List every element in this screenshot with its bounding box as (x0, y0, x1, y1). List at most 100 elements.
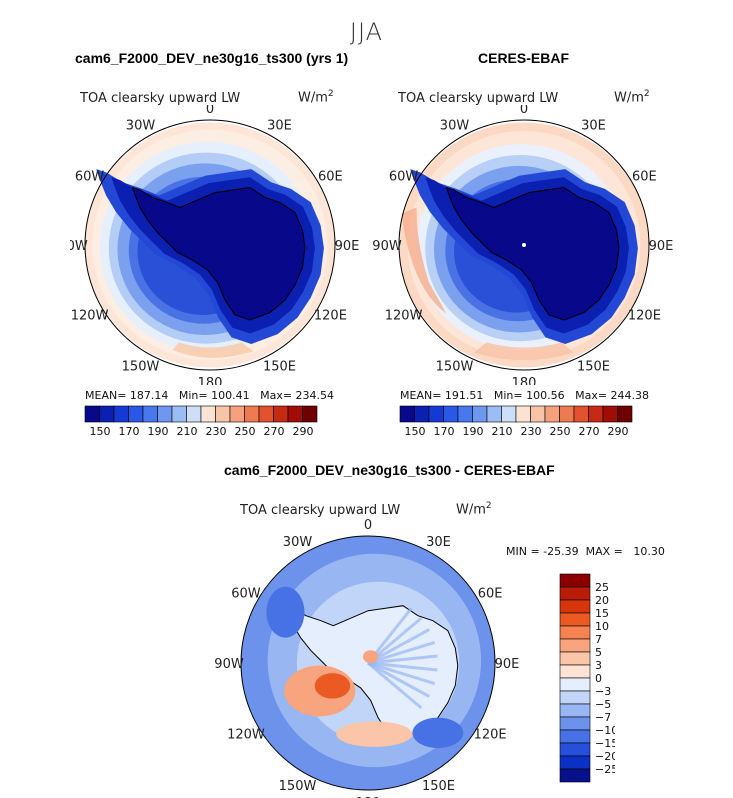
panel1-colorbar-box (84, 405, 100, 423)
panel3-colorbar-tick: 10 (595, 620, 609, 633)
map-fill (85, 122, 335, 368)
panel1-colorbar-box (229, 405, 245, 423)
panel3-colorbar-box (559, 742, 591, 757)
panel1-colorbar-box (244, 405, 260, 423)
panel2-colorbar-tick: 210 (492, 425, 513, 438)
panel3-colorbar-tick: −25 (595, 763, 615, 776)
panel2-colorbar-box (501, 405, 517, 423)
panel3-colorbar-box (559, 638, 591, 653)
panel3-colorbar-tick: 3 (595, 659, 602, 672)
panel2-title: CERES-EBAF (478, 50, 570, 66)
panel2-lon-label: 60W (389, 170, 419, 185)
panel2-colorbar-box (559, 405, 575, 423)
panel1-colorbar-tick: 270 (264, 425, 285, 438)
panel1-colorbar-box (128, 405, 144, 423)
panel3-lon-label: 60W (231, 587, 261, 602)
panel1-colorbar: 150 170 190 210 230 250 270 290 (84, 405, 318, 438)
panel2-stats: MEAN= 191.51 Min= 100.56 Max= 244.38 (400, 389, 650, 402)
panel1-colorbar-box (186, 405, 202, 423)
panel1-colorbar-tick: 210 (177, 425, 198, 438)
panel1-lon-label: 180 (198, 376, 223, 385)
panel2-lon-label: 30W (440, 119, 470, 134)
panel2-colorbar-box (472, 405, 488, 423)
panel1-colorbar-tick: 230 (206, 425, 227, 438)
panel1-colorbar-box (215, 405, 231, 423)
panel2-colorbar-tick: 150 (405, 425, 426, 438)
panel3-title: cam6_F2000_DEV_ne30g16_ts300 - CERES-EBA… (224, 462, 555, 478)
panel1-colorbar-box (142, 405, 158, 423)
panel3-colorbar-box (559, 690, 591, 705)
panel2-lon-label: 90E (649, 239, 674, 254)
panel1-colorbar-box (99, 405, 115, 423)
panel2-colorbar-tick: 190 (463, 425, 484, 438)
season-title: JJA (349, 18, 384, 46)
panel3-colorbar-box (559, 651, 591, 666)
panel1-colorbar-box (273, 405, 289, 423)
panel2-colorbar-box (530, 405, 546, 423)
panel3-lon-label: 150E (422, 779, 455, 794)
panel2-colorbar-box (414, 405, 430, 423)
panel1-colorbar-tick: 190 (148, 425, 169, 438)
panel1-colorbar-box (258, 405, 274, 423)
panel3-colorbar-box (559, 729, 591, 744)
panel2-lon-label: 0 (520, 105, 528, 117)
panel1-colorbar-box (302, 405, 318, 423)
panel2-colorbar-box (544, 405, 560, 423)
panel3-colorbar-tick: −7 (595, 711, 611, 724)
panel1-colorbar-box (200, 405, 216, 423)
panel1-lon-label: 60E (318, 170, 343, 185)
panel2-colorbar-box (588, 405, 604, 423)
panel1-colorbar-box (287, 405, 303, 423)
panel3-lon-label: 30E (426, 535, 451, 550)
panel2-colorbar-tick: 230 (521, 425, 542, 438)
panel2-lon-label: 150W (436, 359, 474, 374)
panel2-colorbar-tick: 250 (550, 425, 571, 438)
panel3-colorbar-box (559, 586, 591, 601)
panel1-colorbar-tick: 170 (119, 425, 140, 438)
map-boundary (84, 119, 336, 371)
panel2-lon-label: 150E (577, 359, 610, 374)
panel1-units: W/m2 (298, 89, 334, 106)
panel1-lon-label: 60W (75, 170, 105, 185)
panel2-lon-label: 90W (372, 239, 402, 254)
panel3-stats: MIN = -25.39 MAX = 10.30 (506, 545, 665, 558)
panel2-colorbar-box (617, 405, 633, 423)
panel3-map: 0 30E 60E 90E 120E 150E 180 150W 120W 90W 60W 30W (214, 518, 520, 798)
map-boundary (240, 535, 496, 791)
panel1-colorbar-box (157, 405, 173, 423)
panel3-colorbar-tick: −3 (595, 685, 611, 698)
panel3-colorbar-box (559, 599, 591, 614)
panel3-colorbar-tick: −5 (595, 698, 611, 711)
panel3-lon-label: 90W (214, 657, 244, 672)
panel3-colorbar-tick: 15 (595, 607, 609, 620)
panel1-lon-label: 120W (71, 309, 109, 324)
panel1-lon-label: 150W (122, 359, 160, 374)
panel3-colorbar-box (559, 625, 591, 640)
panel2-lon-label: 120W (385, 309, 423, 324)
panel3-units: W/m2 (456, 501, 492, 518)
panel1-lon-label: 30W (126, 119, 156, 134)
panel3-colorbar-box (559, 716, 591, 731)
panel1-lon-label: 90E (335, 239, 360, 254)
panel3-colorbar-box (559, 703, 591, 718)
panel2-colorbar-tick: 170 (434, 425, 455, 438)
panel2-colorbar-box (399, 405, 415, 423)
map-fill (241, 536, 495, 790)
panel3-variable: TOA clearsky upward LW (240, 503, 401, 518)
panel1-lon-label: 0 (206, 105, 214, 117)
panel1-stats: MEAN= 187.14 Min= 100.41 Max= 234.54 (85, 389, 335, 402)
panel1-colorbar-tick: 150 (90, 425, 111, 438)
panel2-variable: TOA clearsky upward LW (398, 91, 559, 106)
panel1-map: 0 30E 60E 90E 120E 150E 180 150W 120W 90W 60W 30W (70, 105, 360, 385)
panel2-colorbar-tick: 270 (579, 425, 600, 438)
panel3-colorbar-box (559, 664, 591, 679)
panel2-lon-label: 30E (581, 119, 606, 134)
panel2-colorbar: 150 170 190 210 230 250 270 290 (399, 405, 633, 438)
panel2-colorbar-box (428, 405, 444, 423)
panel3-lon-label: 90E (495, 657, 520, 672)
panel3-colorbar-box (559, 677, 591, 692)
panel2-colorbar-box (515, 405, 531, 423)
map-boundary (398, 119, 650, 371)
panel1-lon-label: 120E (314, 309, 347, 324)
